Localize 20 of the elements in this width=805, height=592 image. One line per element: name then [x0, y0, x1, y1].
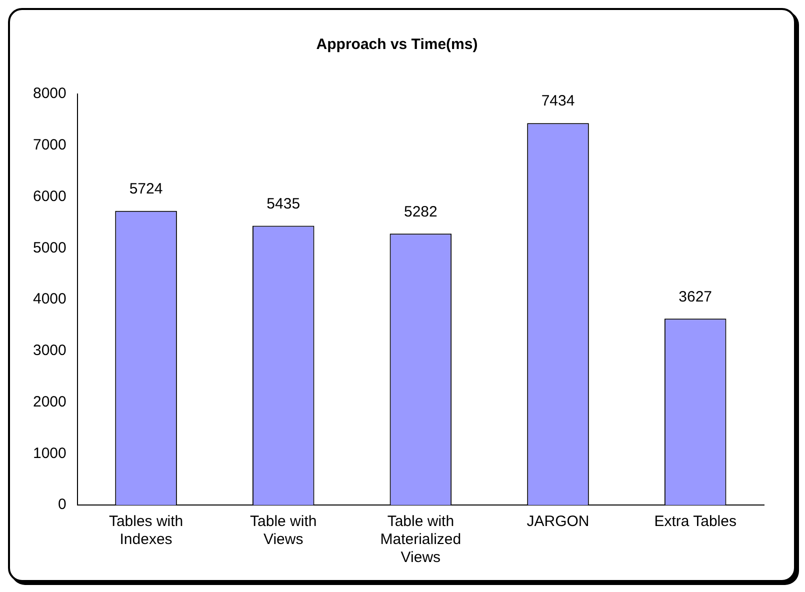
x-tick-label: Extra Tables — [654, 513, 736, 530]
y-tick-label: 2000 — [32, 393, 66, 410]
x-tick-label: JARGON — [526, 513, 590, 530]
chart-title: Approach vs Time(ms) — [316, 36, 478, 54]
data-label: 5724 — [129, 180, 163, 198]
y-tick-label: 5000 — [32, 239, 66, 256]
x-tick-label: Table with Materialized Views — [380, 513, 462, 566]
data-label: 5435 — [266, 195, 300, 212]
y-tick-label: 4000 — [32, 290, 66, 308]
y-tick-label: 7000 — [32, 136, 66, 154]
y-tick-label: 6000 — [32, 188, 66, 205]
data-label: 7434 — [541, 92, 575, 110]
x-tick-label: Table with Views — [250, 513, 317, 548]
x-tick-label: Tables with Indexes — [108, 513, 184, 548]
y-tick-label: 3000 — [32, 342, 66, 360]
data-label: 5282 — [404, 203, 438, 220]
y-tick-label: 1000 — [32, 444, 66, 462]
y-tick-label: 0 — [58, 496, 66, 514]
data-label: 3627 — [678, 288, 712, 306]
y-tick-label: 8000 — [32, 85, 66, 102]
